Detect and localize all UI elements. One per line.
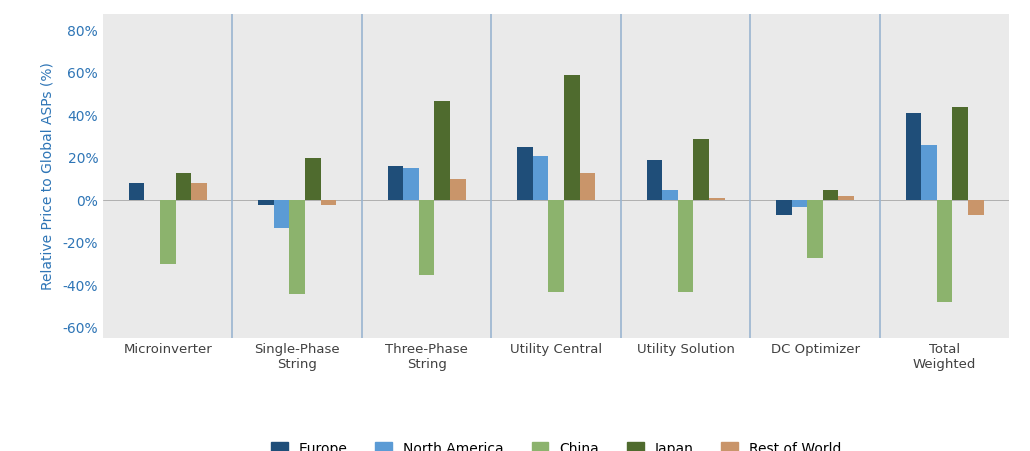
Bar xyxy=(808,200,823,258)
Bar xyxy=(905,113,922,200)
Bar xyxy=(580,173,595,200)
Bar xyxy=(435,101,450,200)
Bar xyxy=(937,200,953,302)
Bar xyxy=(693,139,709,200)
Bar xyxy=(777,200,792,215)
Bar xyxy=(953,107,968,200)
Bar xyxy=(838,196,854,200)
Bar xyxy=(647,160,662,200)
Bar xyxy=(191,183,207,200)
Bar xyxy=(259,200,274,205)
Bar xyxy=(175,173,191,200)
Bar xyxy=(517,147,533,200)
Bar xyxy=(160,200,175,264)
Bar xyxy=(709,198,724,200)
Bar xyxy=(289,200,305,294)
Bar xyxy=(662,190,678,200)
Bar xyxy=(450,179,466,200)
Bar xyxy=(678,200,693,291)
Bar xyxy=(968,200,984,215)
Bar xyxy=(548,200,564,291)
Bar xyxy=(533,156,548,200)
Bar xyxy=(922,145,937,200)
Bar xyxy=(274,200,289,228)
Bar xyxy=(564,75,580,200)
Y-axis label: Relative Price to Global ASPs (%): Relative Price to Global ASPs (%) xyxy=(40,62,55,290)
Bar xyxy=(792,200,808,207)
Bar xyxy=(320,200,336,205)
Bar xyxy=(404,169,419,200)
Legend: Europe, North America, China, Japan, Rest of World: Europe, North America, China, Japan, Res… xyxy=(266,436,847,451)
Bar xyxy=(305,158,320,200)
Bar xyxy=(419,200,435,275)
Bar xyxy=(129,183,144,200)
Bar xyxy=(823,190,838,200)
Bar xyxy=(388,166,404,200)
